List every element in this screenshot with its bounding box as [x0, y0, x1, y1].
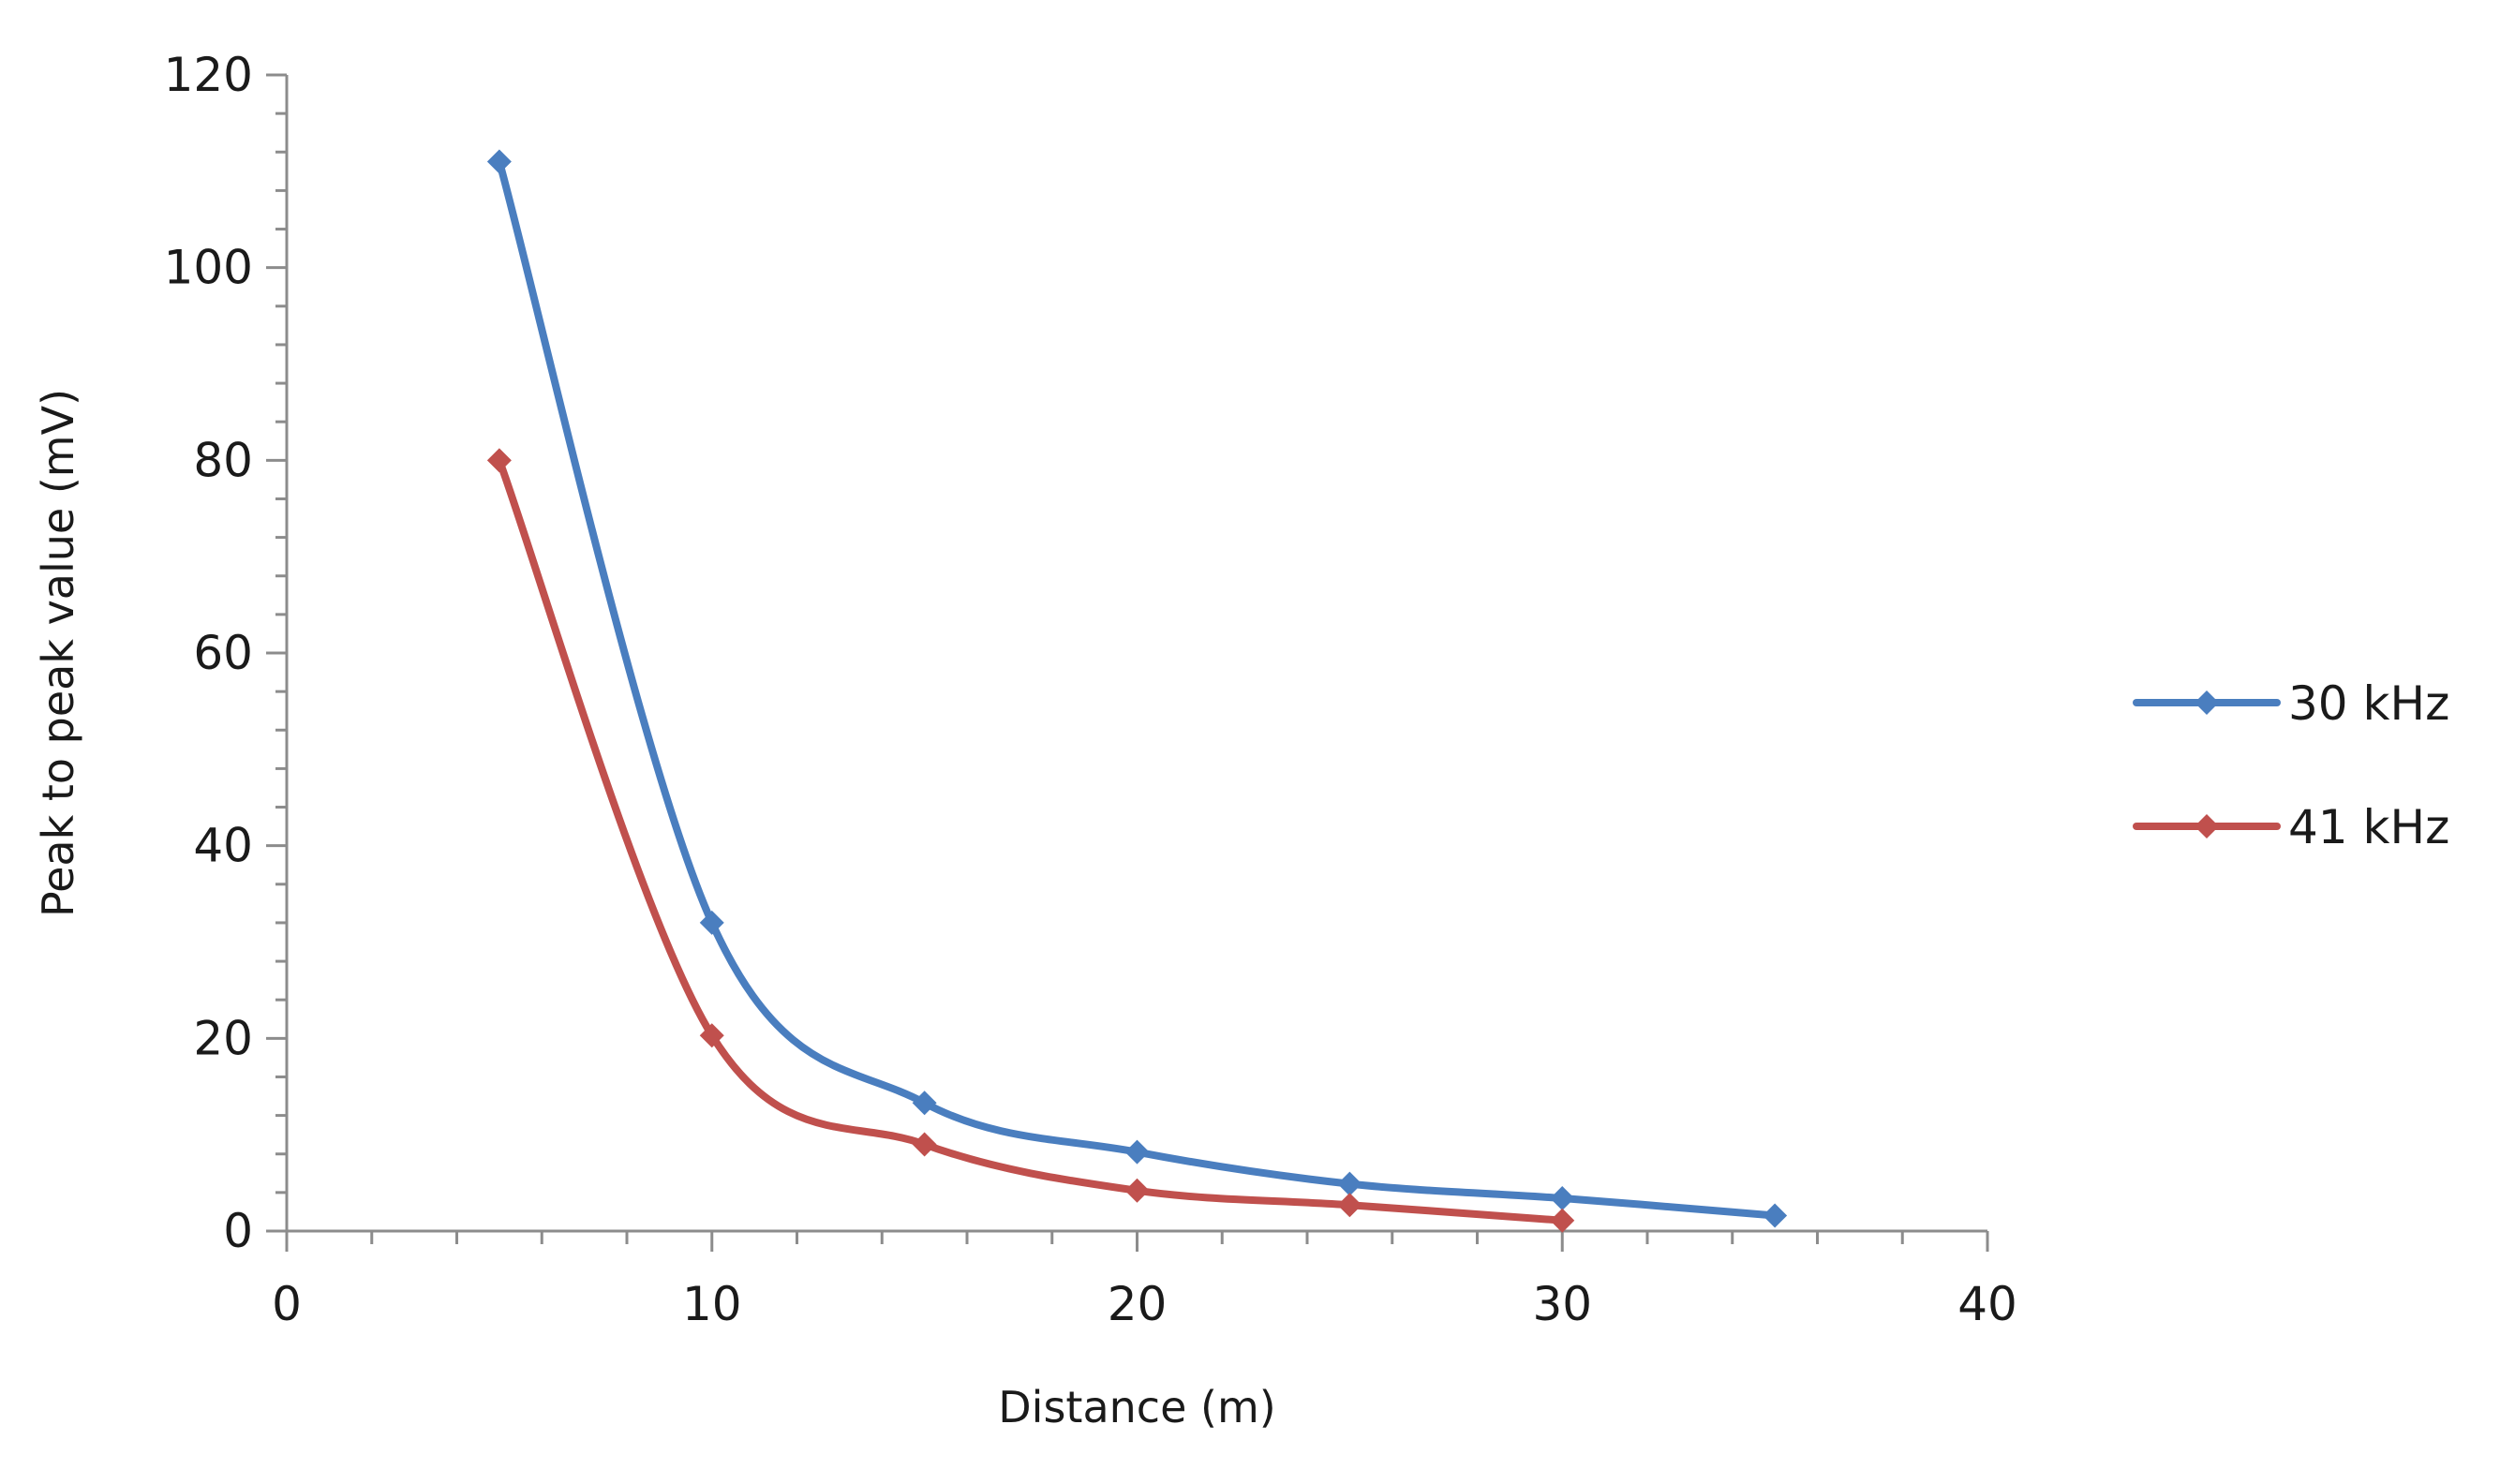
data-point-marker	[912, 1091, 937, 1116]
series-41-khz	[486, 448, 1575, 1233]
y-tick-label: 20	[193, 1011, 253, 1065]
axes: 0 20 40 60 80 100 120 0 10 20 30 40	[164, 48, 2017, 1331]
data-point-marker	[1337, 1193, 1362, 1218]
legend-entry: 41 kHz	[2133, 800, 2449, 854]
series-line	[495, 157, 1779, 1220]
series-line	[495, 456, 1567, 1224]
legend-marker	[2195, 814, 2219, 838]
y-tick-label: 100	[164, 241, 253, 295]
y-tick-label: 60	[193, 626, 253, 680]
data-point-marker	[486, 448, 512, 473]
data-point-marker	[1550, 1186, 1575, 1211]
series-layer	[486, 149, 1788, 1233]
legend: 30 kHz 41 kHz	[2133, 676, 2449, 854]
data-point-marker	[1763, 1203, 1788, 1228]
x-tick-label: 0	[272, 1277, 302, 1331]
data-point-marker	[912, 1132, 937, 1157]
y-tick-label: 0	[223, 1204, 253, 1258]
y-axis-title: Peak to peak value (mV)	[33, 389, 83, 917]
data-point-marker	[486, 149, 512, 174]
data-point-marker	[1124, 1178, 1150, 1203]
y-tick-label: 40	[193, 819, 253, 873]
legend-marker	[2195, 690, 2219, 715]
legend-label: 41 kHz	[2288, 800, 2449, 854]
data-point-marker	[1337, 1171, 1362, 1196]
x-axis-title: Distance (m)	[998, 1382, 1275, 1432]
x-tick-label: 10	[682, 1277, 742, 1331]
x-tick-label: 30	[1532, 1277, 1592, 1331]
y-tick-label: 120	[164, 48, 253, 102]
data-point-marker	[1550, 1208, 1575, 1233]
data-point-marker	[1124, 1139, 1150, 1165]
legend-label: 30 kHz	[2288, 676, 2449, 731]
x-tick-label: 20	[1108, 1277, 1168, 1331]
x-tick-label: 40	[1957, 1277, 2017, 1331]
data-point-marker	[699, 1023, 724, 1048]
data-point-marker	[699, 910, 724, 935]
y-tick-label: 80	[193, 433, 253, 487]
series-30-khz	[486, 149, 1788, 1228]
legend-entry: 30 kHz	[2133, 676, 2449, 731]
